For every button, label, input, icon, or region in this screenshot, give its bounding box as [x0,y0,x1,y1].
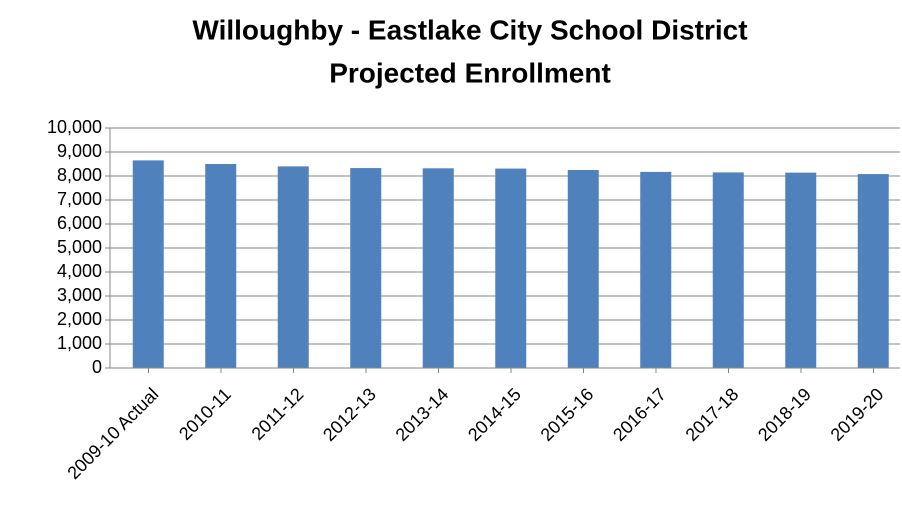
y-tick-label: 3,000 [57,285,102,305]
x-tick-label: 2016-17 [609,384,670,445]
y-tick-label: 8,000 [57,165,102,185]
bar [857,174,889,368]
bar [132,160,164,368]
y-tick-label: 4,000 [57,261,102,281]
chart-title: Willoughby - Eastlake City School Distri… [192,14,747,45]
bar [277,166,309,368]
chart-subtitle: Projected Enrollment [329,57,611,88]
x-tick-label: 2015-16 [537,384,598,445]
bar [712,172,744,368]
x-tick-label: 2011-12 [248,384,308,444]
bar [785,172,817,368]
bar [350,168,382,368]
x-tick-label: 2014-15 [464,384,525,445]
bar [640,171,672,368]
x-tick-label: 2019-20 [827,384,888,445]
y-tick-label: 10,000 [47,117,102,137]
y-tick-label: 6,000 [57,213,102,233]
bar [422,168,454,368]
x-tick-label: 2009-10 Actual [63,384,162,483]
y-tick-label: 7,000 [57,189,102,209]
x-tick-label: 2010-11 [175,384,235,444]
y-tick-label: 5,000 [57,237,102,257]
x-tick-label: 2018-19 [754,384,815,445]
y-tick-label: 0 [92,357,102,377]
y-tick-label: 9,000 [57,141,102,161]
bar [567,170,599,368]
x-tick-label: 2012-13 [319,384,380,445]
x-tick-label: 2013-14 [392,384,453,445]
y-tick-label: 2,000 [57,309,102,329]
bar [205,164,237,368]
x-tick-label: 2017-18 [682,384,743,445]
bar [495,168,527,368]
y-tick-label: 1,000 [57,333,102,353]
